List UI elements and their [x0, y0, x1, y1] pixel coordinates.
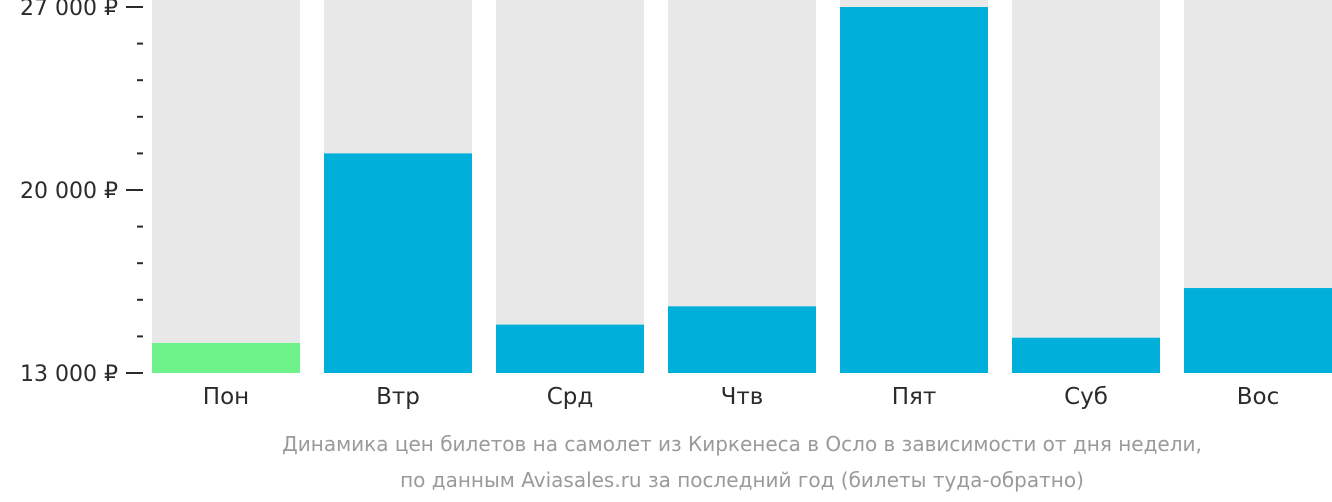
- y-tick-label: 13 000 ₽: [20, 362, 118, 387]
- bar-1: [152, 342, 300, 373]
- bar-track-3: [496, 0, 644, 373]
- bar-2: [324, 153, 472, 373]
- bars: [152, 7, 1332, 373]
- bar-3: [496, 324, 644, 373]
- x-tick-label: Срд: [547, 384, 594, 410]
- y-tick-label: 27 000 ₽: [20, 0, 118, 21]
- x-tick-label: Втр: [376, 384, 420, 410]
- x-tick-label: Чтв: [721, 384, 764, 410]
- bar-7: [1184, 288, 1332, 373]
- x-tick-label: Пон: [203, 384, 249, 410]
- bar-track-1: [152, 0, 300, 373]
- bar-chart: 27 000 ₽ 20 000 ₽ 13 000 ₽ Пон Втр Срд Чтв Пят…: [20, 0, 1332, 410]
- chart-caption-line-2: по данным Aviasales.ru за последний год …: [400, 468, 1084, 492]
- bar-track-6: [1012, 0, 1160, 373]
- x-tick-label: Вос: [1237, 384, 1280, 410]
- y-axis: 27 000 ₽ 20 000 ₽ 13 000 ₽: [20, 0, 143, 387]
- bar-4: [668, 306, 816, 373]
- y-tick-label: 20 000 ₽: [20, 179, 118, 204]
- chart-caption-line-1: Динамика цен билетов на самолет из Кирке…: [282, 432, 1202, 456]
- bar-6: [1012, 337, 1160, 373]
- x-tick-label: Суб: [1064, 384, 1108, 410]
- x-axis: Пон Втр Срд Чтв Пят Суб Вос: [203, 384, 1279, 410]
- x-tick-label: Пят: [892, 384, 937, 410]
- bar-5: [840, 7, 988, 373]
